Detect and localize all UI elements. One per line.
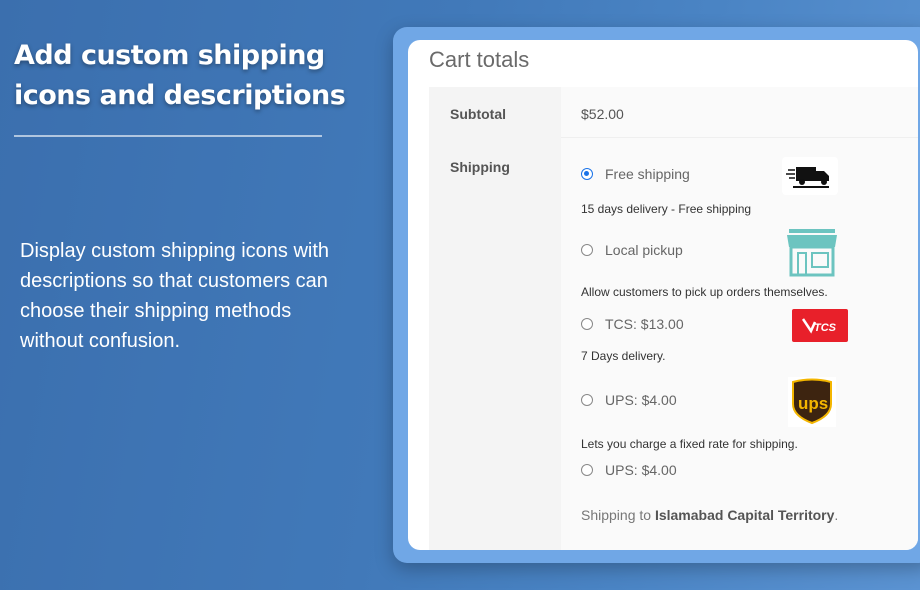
option-description: Lets you charge a fixed rate for shippin… bbox=[581, 437, 798, 451]
shipping-region: Islamabad Capital Territory bbox=[654, 507, 835, 523]
shipping-destination: Shipping to Islamabad Capital Territory. bbox=[581, 507, 838, 523]
value-column bbox=[561, 87, 918, 550]
shipping-option-local-pickup[interactable]: Local pickup bbox=[581, 242, 683, 258]
divider bbox=[14, 135, 322, 137]
shipping-label: Shipping bbox=[450, 159, 510, 175]
option-description: 7 Days delivery. bbox=[581, 349, 666, 363]
headline: Add custom shipping icons and descriptio… bbox=[14, 36, 346, 116]
radio[interactable] bbox=[581, 318, 593, 330]
label-column bbox=[429, 87, 561, 550]
option-label: UPS: $4.00 bbox=[605, 392, 677, 408]
option-description: Allow customers to pick up orders themse… bbox=[581, 285, 828, 299]
tcs-logo-icon: TCS bbox=[792, 309, 848, 342]
shipping-option-ups[interactable]: UPS: $4.00 bbox=[581, 392, 677, 408]
option-label: Local pickup bbox=[605, 242, 683, 258]
subtotal-label: Subtotal bbox=[450, 106, 506, 122]
shipping-to-prefix: Shipping to bbox=[581, 507, 655, 523]
radio-selected[interactable] bbox=[581, 168, 593, 180]
option-label: Free shipping bbox=[605, 166, 690, 182]
radio[interactable] bbox=[581, 244, 593, 256]
ups-logo-icon: ups bbox=[788, 377, 836, 427]
shipping-to-suffix: . bbox=[834, 507, 839, 523]
radio[interactable] bbox=[581, 464, 593, 476]
option-description: 15 days delivery - Free shipping bbox=[581, 202, 752, 216]
headline-line-2: icons and descriptions bbox=[14, 80, 346, 111]
shipping-option-free[interactable]: Free shipping bbox=[581, 166, 690, 182]
cart-totals-card: Cart totals Subtotal $52.00 Shipping Fre… bbox=[408, 40, 918, 550]
headline-line-1: Add custom shipping bbox=[14, 40, 325, 71]
free-shipping-truck-icon bbox=[782, 157, 838, 195]
svg-text:ups: ups bbox=[798, 394, 828, 413]
shipping-option-ups-2[interactable]: UPS: $4.00 bbox=[581, 462, 677, 478]
row-separator bbox=[561, 137, 918, 138]
cart-totals-title: Cart totals bbox=[429, 47, 530, 72]
svg-text:TCS: TCS bbox=[814, 322, 837, 334]
subtotal-value: $52.00 bbox=[581, 106, 624, 122]
shipping-option-tcs[interactable]: TCS: $13.00 bbox=[581, 316, 684, 332]
option-label: UPS: $4.00 bbox=[605, 462, 677, 478]
hero-description: Display custom shipping icons with descr… bbox=[20, 240, 330, 352]
radio[interactable] bbox=[581, 394, 593, 406]
storefront-icon bbox=[787, 229, 837, 277]
option-label: TCS: $13.00 bbox=[605, 316, 684, 332]
